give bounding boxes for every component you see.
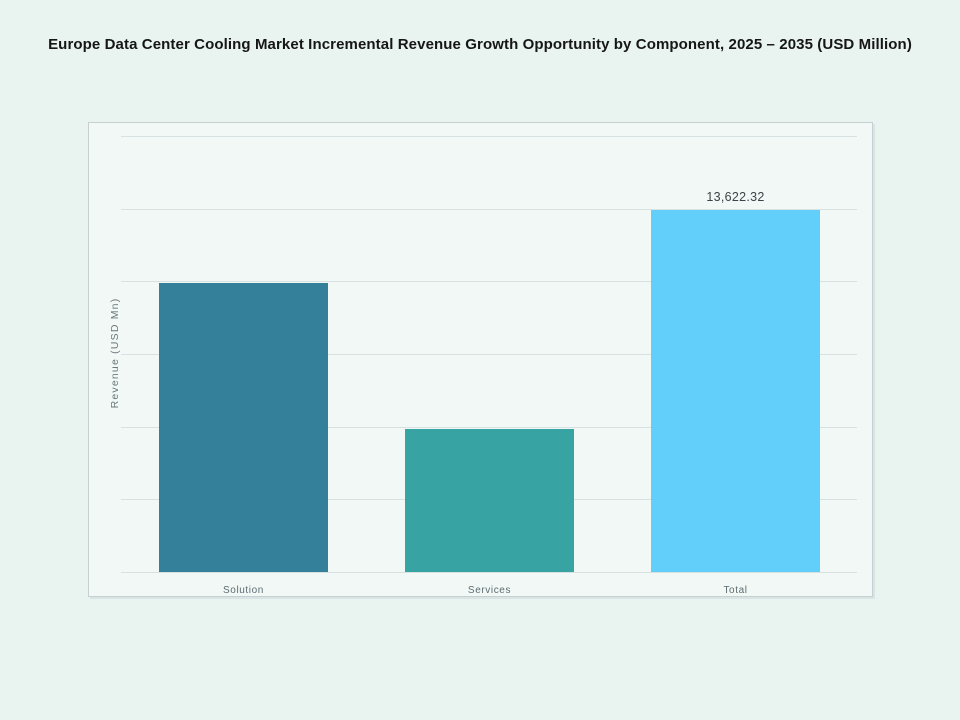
gridline — [121, 208, 857, 210]
gridline — [121, 354, 857, 355]
bar-group-solution: Solution — [159, 136, 328, 596]
bar-value-label-total: 13,622.32 — [706, 189, 765, 204]
y-axis-title: Revenue (USD Mn) — [109, 297, 121, 409]
gridline — [121, 136, 857, 137]
bar-group-services: Services — [405, 136, 574, 596]
gridline — [121, 426, 857, 428]
bar-total — [651, 209, 820, 572]
bar-solution — [159, 282, 328, 572]
x-axis-label-services: Services — [467, 585, 512, 596]
plot-area: Solution Services 13,622.32 Total — [121, 136, 857, 596]
x-axis-label-total: Total — [723, 585, 748, 596]
gridline — [121, 572, 857, 573]
bar-group-total: 13,622.32 Total — [651, 136, 820, 596]
chart-title: Europe Data Center Cooling Market Increm… — [48, 36, 912, 53]
gridline — [121, 281, 857, 283]
x-axis-label-solution: Solution — [223, 585, 264, 596]
bar-services — [405, 428, 574, 572]
chart-panel: Revenue (USD Mn) Solution Services 13,62… — [88, 122, 873, 597]
